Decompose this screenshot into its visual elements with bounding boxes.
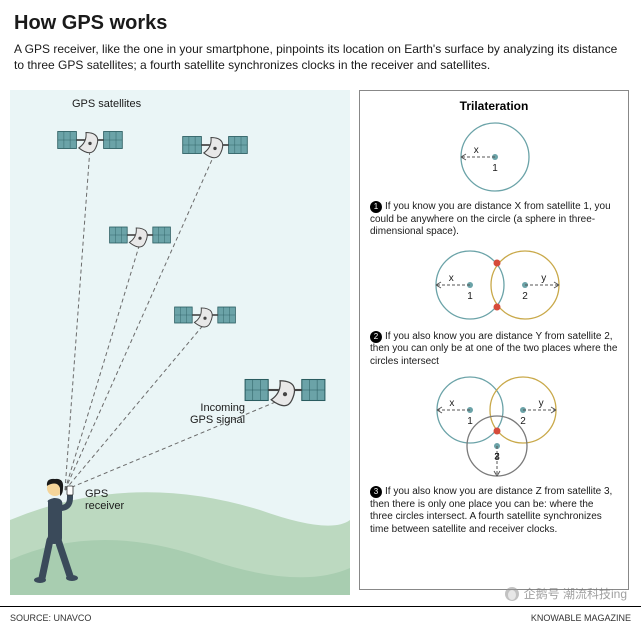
infographic-container: How GPS works A GPS receiver, like the o… (0, 0, 641, 630)
svg-text:1: 1 (467, 291, 473, 302)
label-receiver: GPSreceiver (85, 488, 124, 512)
sidebar-title: Trilateration (370, 99, 618, 113)
footer: SOURCE: UNAVCO KNOWABLE MAGAZINE (0, 606, 641, 630)
label-satellites: GPS satellites (72, 98, 141, 110)
trilateration-step: 1 x 2 y 3 z 3If you also know you are distance… (370, 374, 618, 536)
steps-container: 1x1If you know you are distance X from s… (370, 117, 618, 536)
trilateration-step: 1 x 2 y 2If you also know you are distance Y… (370, 245, 618, 369)
svg-text:z: z (495, 451, 500, 462)
penguin-icon (504, 586, 520, 602)
main-area: GPS satellites IncomingGPS signal GPSrec… (0, 90, 641, 595)
svg-text:1: 1 (492, 163, 498, 174)
svg-text:x: x (449, 398, 454, 409)
trilateration-step: 1x1If you know you are distance X from s… (370, 117, 618, 239)
step-diagram: 1x (370, 117, 618, 197)
step-text: 3If you also know you are distance Z fro… (370, 486, 618, 536)
footer-source: SOURCE: UNAVCO (10, 613, 91, 623)
step-text: 2If you also know you are distance Y fro… (370, 331, 618, 369)
scene-illustration: GPS satellites IncomingGPS signal GPSrec… (10, 90, 350, 595)
step-diagram: 1x2y3z (370, 374, 618, 482)
svg-text:2: 2 (520, 416, 526, 427)
scene-svg (10, 90, 350, 595)
trilateration-panel: Trilateration 1x1If you know you are dis… (359, 90, 629, 590)
header: How GPS works A GPS receiver, like the o… (0, 0, 641, 81)
step-bullet: 2 (370, 331, 382, 343)
footer-credit: KNOWABLE MAGAZINE (531, 613, 631, 623)
step-diagram: 1 x 2 y (370, 245, 618, 327)
watermark: 企鹅号 潮流科技ing (504, 585, 627, 602)
subtitle: A GPS receiver, like the one in your sma… (14, 41, 624, 73)
svg-text:2: 2 (522, 291, 528, 302)
svg-text:y: y (541, 273, 546, 284)
svg-text:y: y (539, 398, 544, 409)
svg-text:x: x (474, 145, 479, 156)
svg-text:1: 1 (467, 416, 473, 427)
step-bullet: 1 (370, 201, 382, 213)
title: How GPS works (14, 12, 627, 35)
step-text: 1If you know you are distance X from sat… (370, 201, 618, 239)
step-bullet: 3 (370, 486, 382, 498)
svg-text:x: x (449, 273, 454, 284)
label-signal: IncomingGPS signal (190, 402, 245, 426)
